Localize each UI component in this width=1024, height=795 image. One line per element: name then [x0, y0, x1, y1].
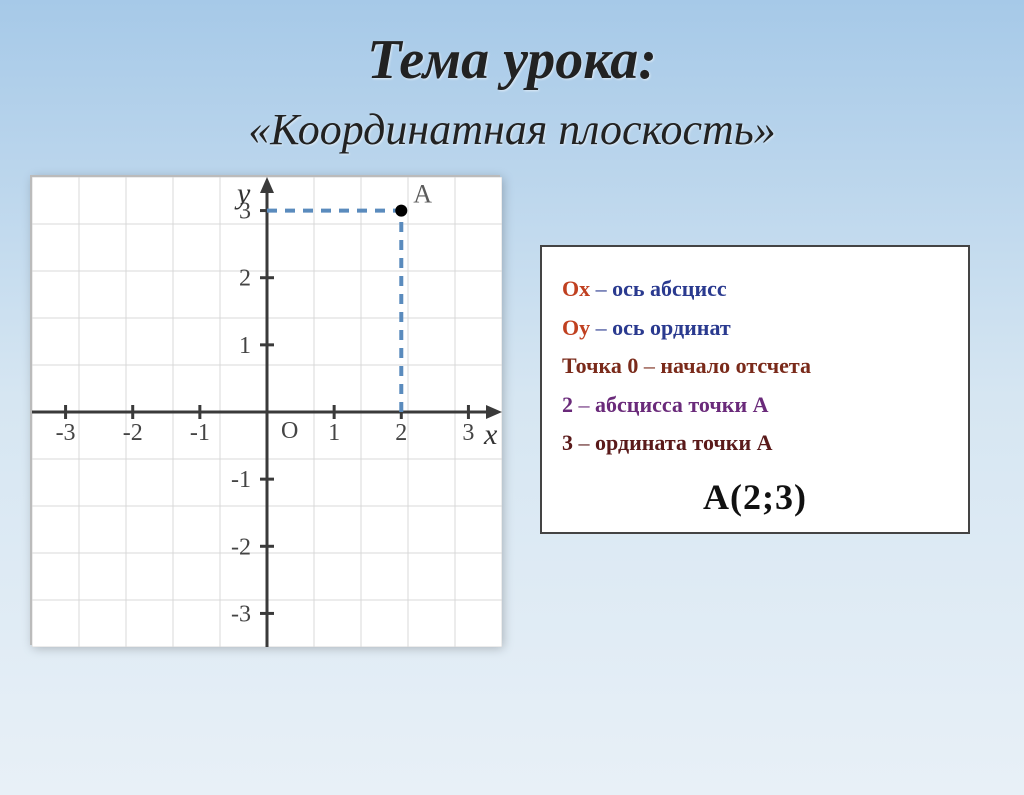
- legend-row: Точка 0 – начало отсчета: [562, 352, 948, 381]
- legend-rows: Ох – ось абсцисс Оу – ось ординат Точка 0 …: [562, 275, 948, 458]
- legend-sep: –: [590, 315, 612, 340]
- legend-row: 2 – абсцисса точки А: [562, 391, 948, 420]
- page-subtitle: «Координатная плоскость»: [0, 104, 1024, 155]
- point-coordinates: А(2;3): [562, 476, 948, 518]
- legend-row: Оу – ось ординат: [562, 314, 948, 343]
- legend-desc: ось абсцисс: [612, 276, 727, 301]
- legend-sep: –: [573, 392, 595, 417]
- svg-text:-1: -1: [190, 420, 210, 446]
- svg-text:-1: -1: [231, 467, 251, 493]
- page-title: Тема урока:: [0, 28, 1024, 92]
- svg-text:3: 3: [462, 420, 474, 446]
- svg-text:1: 1: [239, 333, 251, 359]
- legend-sep: –: [590, 276, 612, 301]
- content-row: -3-2-1123-3-2-1123OxyA Ох – ось абсциссО…: [0, 155, 1024, 645]
- svg-text:-2: -2: [231, 534, 251, 560]
- legend-sep: –: [638, 353, 660, 378]
- svg-text:1: 1: [328, 420, 340, 446]
- coordinate-plane-graph: -3-2-1123-3-2-1123OxyA: [30, 175, 500, 645]
- legend-desc: ось ординат: [612, 315, 731, 340]
- legend-key: Ох: [562, 276, 590, 301]
- legend-key: Точка 0: [562, 353, 638, 378]
- svg-text:y: y: [234, 177, 251, 210]
- svg-text:-3: -3: [56, 420, 76, 446]
- legend-row: 3 – ордината точки А: [562, 429, 948, 458]
- svg-text:2: 2: [395, 420, 407, 446]
- legend-key: 3: [562, 430, 573, 455]
- svg-text:O: O: [281, 418, 298, 444]
- legend-desc: ордината точки А: [595, 430, 773, 455]
- legend-key: 2: [562, 392, 573, 417]
- legend-box: Ох – ось абсцисс Оу – ось ординат Точка 0 …: [540, 245, 970, 534]
- svg-text:A: A: [413, 180, 432, 209]
- svg-text:-2: -2: [123, 420, 143, 446]
- graph-svg: -3-2-1123-3-2-1123OxyA: [32, 177, 502, 647]
- legend-key: Оу: [562, 315, 590, 340]
- legend-desc: абсцисса точки А: [595, 392, 769, 417]
- svg-text:-3: -3: [231, 601, 251, 627]
- legend-desc: начало отсчета: [660, 353, 811, 378]
- svg-text:x: x: [483, 418, 498, 451]
- legend-sep: –: [573, 430, 595, 455]
- legend-row: Ох – ось абсцисс: [562, 275, 948, 304]
- svg-text:2: 2: [239, 266, 251, 292]
